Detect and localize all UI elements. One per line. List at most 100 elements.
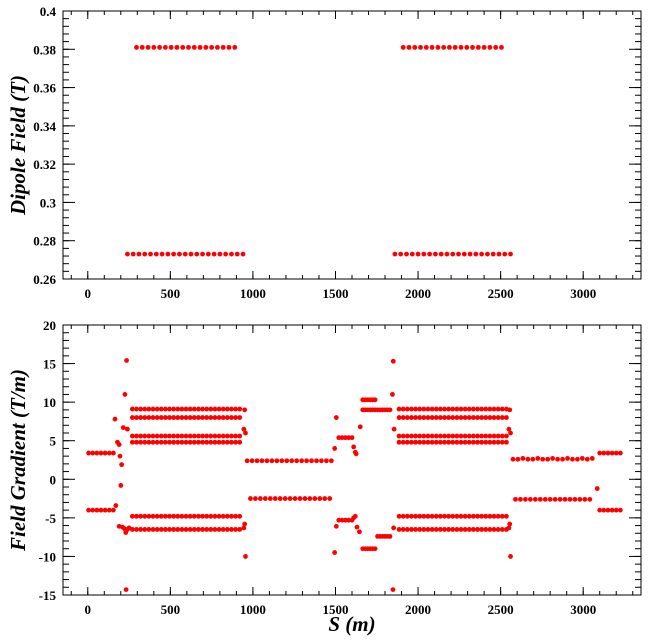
data-point [234,251,240,257]
data-point [232,44,238,50]
data-point [400,406,406,412]
data-point [146,415,152,420]
data-point [491,415,497,420]
data-point [162,415,168,420]
data-point [187,513,193,519]
data-point [351,444,357,450]
data-point [409,513,414,519]
data-point [417,433,423,439]
field-gradient-panel: 0 500 1000 1500 2000 2500 3000 -15 -10 -5 0 5 10 15 20… [6,318,642,636]
data-point [175,433,181,439]
data-point [254,458,260,464]
data-point [125,426,130,432]
data-point [504,513,509,519]
x-tick-label: 1000 [240,286,266,301]
data-point [237,406,243,412]
data-point [490,251,496,257]
data-point [437,439,443,445]
data-point [134,439,139,445]
data-point [552,496,558,502]
data-point [470,44,475,50]
data-point [171,251,177,257]
data-point [582,496,588,502]
data-point [336,517,342,523]
data-point [217,251,223,257]
data-point [499,433,505,439]
x-tick-label: 500 [161,286,181,301]
data-point [287,496,293,501]
data-point [398,251,404,257]
data-point [196,406,201,412]
data-point [237,439,243,445]
data-point [187,439,193,445]
data-point [400,433,406,439]
data-point [242,407,248,413]
data-point [204,433,210,439]
data-point [475,439,480,445]
data-point [233,439,238,445]
data-point [613,507,619,513]
data-point [452,44,458,50]
data-point [409,439,414,445]
data-point [117,453,123,459]
data-point [158,406,164,412]
data-point [396,406,402,412]
x-tick-label: 0 [85,286,92,301]
data-point [124,358,129,363]
data-point [204,406,210,412]
data-point [224,433,230,439]
data-point [594,486,600,491]
data-point [322,496,328,501]
data-point [191,439,197,445]
data-point [475,513,480,519]
data-point [324,458,329,464]
data-point [125,251,130,257]
y-tick-label: -15 [39,588,57,603]
data-point [442,415,447,420]
x-tick-label: 2000 [405,602,431,617]
data-point [339,517,345,523]
data-point [188,251,194,257]
data-point [475,433,480,439]
data-point [589,456,595,461]
data-point [400,415,406,420]
data-point [307,496,313,501]
data-point [495,433,501,439]
data-point [171,433,177,439]
y-tick-label: 0.26 [33,272,56,287]
data-point [537,496,543,502]
data-point [224,513,230,519]
data-point [194,251,200,257]
data-point [555,456,561,462]
data-point [601,507,607,513]
data-point [158,513,164,519]
data-point [264,458,270,464]
data-point [212,433,218,439]
data-point [412,44,418,50]
data-point [421,251,427,257]
data-point [142,406,148,412]
data-point [450,433,456,439]
data-point [138,415,144,420]
data-point [442,433,447,439]
x-tick-label: 2500 [488,602,514,617]
data-point [400,513,406,519]
data-point [150,527,156,532]
y-tick-label: 0.36 [33,81,56,96]
data-point [208,415,214,420]
data-point [237,415,243,420]
data-point [446,406,452,412]
data-point [396,513,402,519]
data-point [339,435,345,441]
data-point [557,496,563,502]
data-point [138,513,144,519]
data-point [208,406,214,412]
data-point [158,433,164,439]
data-point [532,496,538,502]
data-point [520,456,526,461]
data-point [183,527,189,532]
data-point [550,456,556,461]
data-point [462,513,468,519]
data-point [437,513,443,519]
data-point [242,521,248,527]
